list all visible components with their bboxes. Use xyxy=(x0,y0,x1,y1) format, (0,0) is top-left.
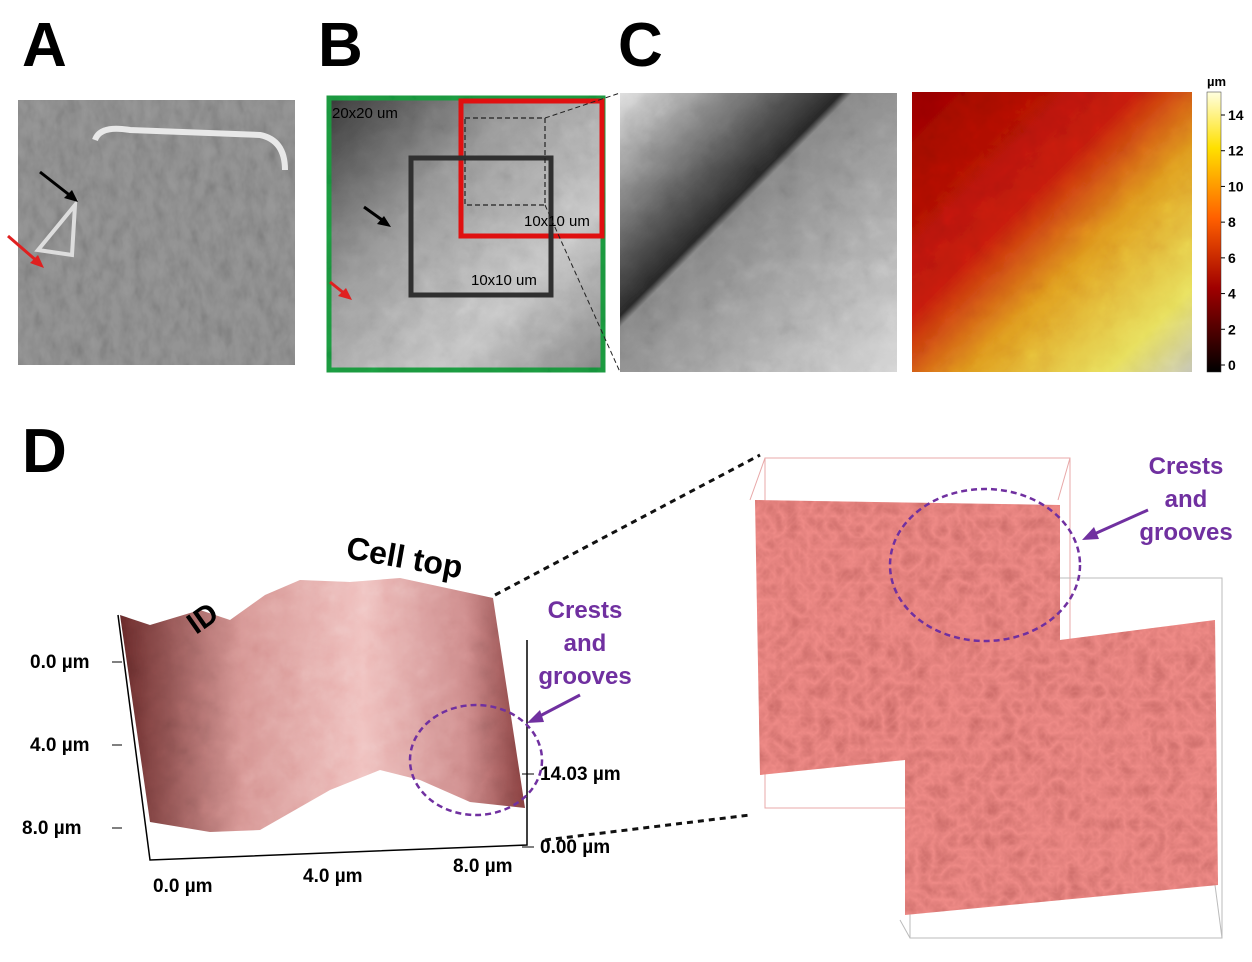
y-axis-label: 8.0 µm xyxy=(22,818,82,839)
micrograph xyxy=(18,100,295,365)
x-axis-label: 0.0 µm xyxy=(153,876,213,897)
arrowhead xyxy=(527,710,544,723)
afm-height-map xyxy=(912,92,1192,372)
arrowhead xyxy=(1082,527,1099,540)
scale-label: 10x10 um xyxy=(471,272,537,289)
annotation: Crests xyxy=(1149,453,1224,480)
panel-label: D xyxy=(22,417,67,486)
figure: A B 20x20 um 10x10 um 10x10 um C µm 14 12… xyxy=(0,0,1252,962)
arrow xyxy=(536,695,580,718)
annotation: and xyxy=(564,630,607,657)
y-axis-label: 0.0 µm xyxy=(30,652,90,673)
tick-label: 14 xyxy=(1228,107,1244,123)
tick-label: 6 xyxy=(1228,250,1236,266)
tick-label: 8 xyxy=(1228,214,1236,230)
colorbar-ticks: 14 12 10 8 6 4 2 0 xyxy=(1221,107,1244,373)
tick-label: 0 xyxy=(1228,357,1236,373)
panel-label: C xyxy=(618,11,663,80)
tick-label: 2 xyxy=(1228,321,1236,337)
colorbar xyxy=(1207,92,1221,372)
scale-label: 10x10 um xyxy=(524,213,590,230)
annotation: grooves xyxy=(1139,519,1232,546)
scale-label: 20x20 um xyxy=(332,105,398,122)
afm-zoom xyxy=(620,93,897,372)
surface-3d xyxy=(755,500,1218,915)
panel-label: B xyxy=(318,11,363,80)
page: A B 20x20 um 10x10 um 10x10 um C µm 14 12… xyxy=(0,0,1252,962)
x-axis-label: 4.0 µm xyxy=(303,866,363,887)
annotation: grooves xyxy=(538,663,631,690)
z-axis-label: 14.03 µm xyxy=(540,764,621,785)
tick-label: 10 xyxy=(1228,178,1244,194)
annotation: Cell top xyxy=(344,529,466,585)
panel-label: A xyxy=(22,11,67,80)
tick-label: 12 xyxy=(1228,143,1244,159)
zoom-line xyxy=(495,455,760,595)
annotation: and xyxy=(1165,486,1208,513)
annotation: Crests xyxy=(548,597,623,624)
tick-label: 4 xyxy=(1228,286,1236,302)
colorbar-unit: µm xyxy=(1207,74,1226,89)
y-axis-label: 4.0 µm xyxy=(30,735,90,756)
x-axis-label: 8.0 µm xyxy=(453,856,513,877)
